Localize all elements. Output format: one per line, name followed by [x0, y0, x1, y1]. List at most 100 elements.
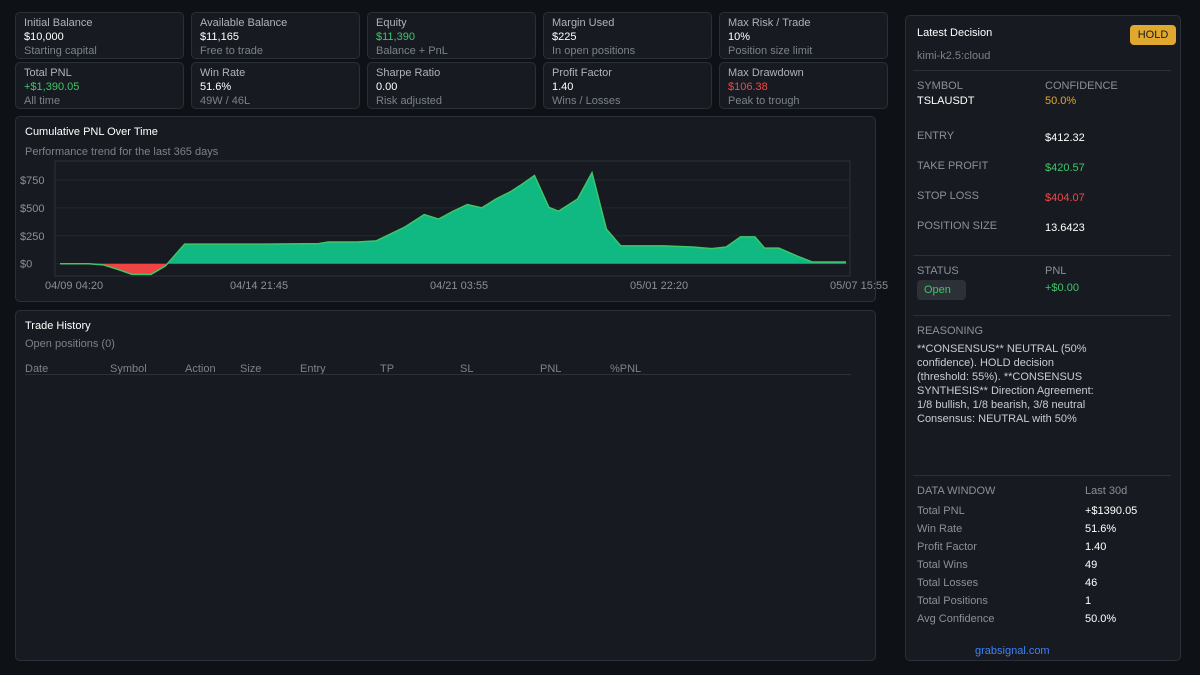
- x-tick-label: 05/07 15:55: [830, 280, 888, 292]
- data-window-value: 1: [1085, 595, 1092, 607]
- chart-title: Cumulative PNL Over Time: [25, 126, 158, 138]
- decision-divider-3: [913, 315, 1171, 316]
- stat-label: Win Rate: [200, 67, 246, 79]
- stat-sub: Free to trade: [200, 45, 263, 57]
- column-header-size[interactable]: Size: [240, 363, 262, 375]
- y-tick-label: $0: [20, 259, 32, 271]
- trade-history-title: Trade History: [25, 320, 91, 332]
- pnl-value: +$0.00: [1045, 282, 1079, 294]
- position-size-value: 13.6423: [1045, 222, 1085, 234]
- pnl-area-chart[interactable]: $750 $500 $250 $0 04/09 04:20 04/14 21:45 04/…: [0, 155, 890, 345]
- data-window-key: Win Rate: [917, 523, 963, 535]
- stat-label: Total PNL: [24, 67, 72, 79]
- pnl-line: [60, 170, 846, 276]
- pnl-chart-panel: Cumulative PNL Over Time Performance tre…: [15, 116, 876, 302]
- pnl-label: PNL: [1045, 265, 1067, 277]
- stat-label: Profit Factor: [552, 67, 612, 79]
- stat-value: 10%: [728, 31, 751, 43]
- data-window-value: 49: [1085, 559, 1098, 571]
- stat-value: 51.6%: [200, 81, 232, 93]
- stat-value: $11,390: [376, 31, 415, 43]
- column-header-tp[interactable]: TP: [380, 363, 395, 375]
- y-tick-label: $250: [20, 231, 44, 243]
- stat-label: Max Drawdown: [728, 67, 804, 79]
- stat-label: Sharpe Ratio: [376, 67, 441, 79]
- entry-label: ENTRY: [917, 130, 955, 142]
- stat-sub: Wins / Losses: [552, 95, 621, 107]
- stat-card-sharpe-ratio: Sharpe Ratio 0.00 Risk adjusted: [367, 62, 536, 109]
- stat-card-win-rate: Win Rate 51.6% 49W / 46L: [191, 62, 360, 109]
- column-header-pnl[interactable]: PNL: [540, 363, 562, 375]
- data-window-label: DATA WINDOW: [917, 485, 996, 497]
- decision-divider-2: [913, 255, 1171, 256]
- trade-history-panel: Trade History Open positions (0): [15, 310, 876, 661]
- stat-label: Available Balance: [200, 17, 288, 29]
- symbol-value: TSLAUSDT: [917, 95, 975, 107]
- column-header-symbol[interactable]: Symbol: [110, 363, 147, 375]
- latest-decision-panel: [905, 15, 1181, 661]
- stat-value: 0.00: [376, 81, 398, 93]
- stat-sub: In open positions: [552, 45, 636, 57]
- stat-value: $10,000: [24, 31, 64, 43]
- data-window-key: Total PNL: [917, 505, 965, 517]
- data-window-key: Total Wins: [917, 559, 968, 571]
- stat-sub: Starting capital: [24, 45, 97, 57]
- x-tick-label: 05/01 22:20: [630, 280, 688, 292]
- column-header-action[interactable]: Action: [185, 363, 216, 375]
- stat-card-initial-balance: Initial Balance $10,000 Starting capital: [15, 12, 184, 59]
- stat-value: $106.38: [728, 81, 768, 93]
- stat-card-max-risk-trade: Max Risk / Trade 10% Position size limit: [719, 12, 888, 59]
- stat-label: Margin Used: [552, 17, 615, 29]
- decision-title: Latest Decision: [917, 27, 993, 39]
- negative-pnl-area: [60, 263, 846, 275]
- stop-loss-label: STOP LOSS: [917, 190, 979, 202]
- column-header-entry[interactable]: Entry: [300, 363, 326, 375]
- data-window-key: Total Positions: [917, 595, 988, 607]
- table-header-divider: [25, 374, 851, 375]
- reasoning-label: REASONING: [917, 325, 984, 337]
- stat-value: $225: [552, 31, 577, 43]
- stat-label: Equity: [376, 17, 407, 29]
- data-window-key: Profit Factor: [917, 541, 977, 553]
- stat-value: 1.40: [552, 81, 574, 93]
- decision-divider-1: [913, 70, 1171, 71]
- x-tick-label: 04/21 03:55: [430, 280, 488, 292]
- data-window-value: Last 30d: [1085, 485, 1128, 497]
- positive-pnl-area: [60, 172, 846, 264]
- stat-sub: Peak to trough: [728, 95, 800, 107]
- column-header-date[interactable]: Date: [25, 363, 49, 375]
- stat-sub: Balance + PnL: [376, 45, 448, 57]
- y-tick-label: $750: [20, 175, 44, 187]
- status-badge: Open: [917, 280, 966, 300]
- column-header--pnl[interactable]: %PNL: [610, 363, 642, 375]
- stat-label: Initial Balance: [24, 17, 93, 29]
- stop-loss-value: $404.07: [1045, 192, 1085, 204]
- stat-card-equity: Equity $11,390 Balance + PnL: [367, 12, 536, 59]
- data-window-value: 50.0%: [1085, 613, 1117, 625]
- stat-card-max-drawdown: Max Drawdown $106.38 Peak to trough: [719, 62, 888, 109]
- stat-sub: Risk adjusted: [376, 95, 443, 107]
- entry-value: $412.32: [1045, 132, 1085, 144]
- data-window-value: 51.6%: [1085, 523, 1117, 535]
- stat-label: Max Risk / Trade: [728, 17, 811, 29]
- stat-value: +$1,390.05: [24, 81, 80, 93]
- plot-area: [54, 160, 851, 277]
- data-window-key: Avg Confidence: [917, 613, 995, 625]
- reasoning-text: **CONSENSUS** NEUTRAL (50% confidence). …: [917, 343, 1094, 425]
- data-window-value: 46: [1085, 577, 1098, 589]
- x-tick-label: 04/09 04:20: [45, 280, 103, 292]
- model-name: kimi-k2.5:cloud: [917, 50, 991, 62]
- y-tick-label: $500: [20, 203, 44, 215]
- footer-link[interactable]: grabsignal.com: [975, 645, 1050, 657]
- stat-sub: 49W / 46L: [200, 95, 251, 107]
- take-profit-label: TAKE PROFIT: [917, 160, 989, 172]
- stat-card-available-balance: Available Balance $11,165 Free to trade: [191, 12, 360, 59]
- column-header-sl[interactable]: SL: [460, 363, 474, 375]
- take-profit-value: $420.57: [1045, 162, 1085, 174]
- stat-sub: Position size limit: [728, 45, 813, 57]
- status-label: STATUS: [917, 265, 959, 277]
- stat-card-profit-factor: Profit Factor 1.40 Wins / Losses: [543, 62, 712, 109]
- chart-subtitle: Performance trend for the last 365 days: [25, 146, 219, 158]
- stat-card-margin-used: Margin Used $225 In open positions: [543, 12, 712, 59]
- data-window-value: 1.40: [1085, 541, 1107, 553]
